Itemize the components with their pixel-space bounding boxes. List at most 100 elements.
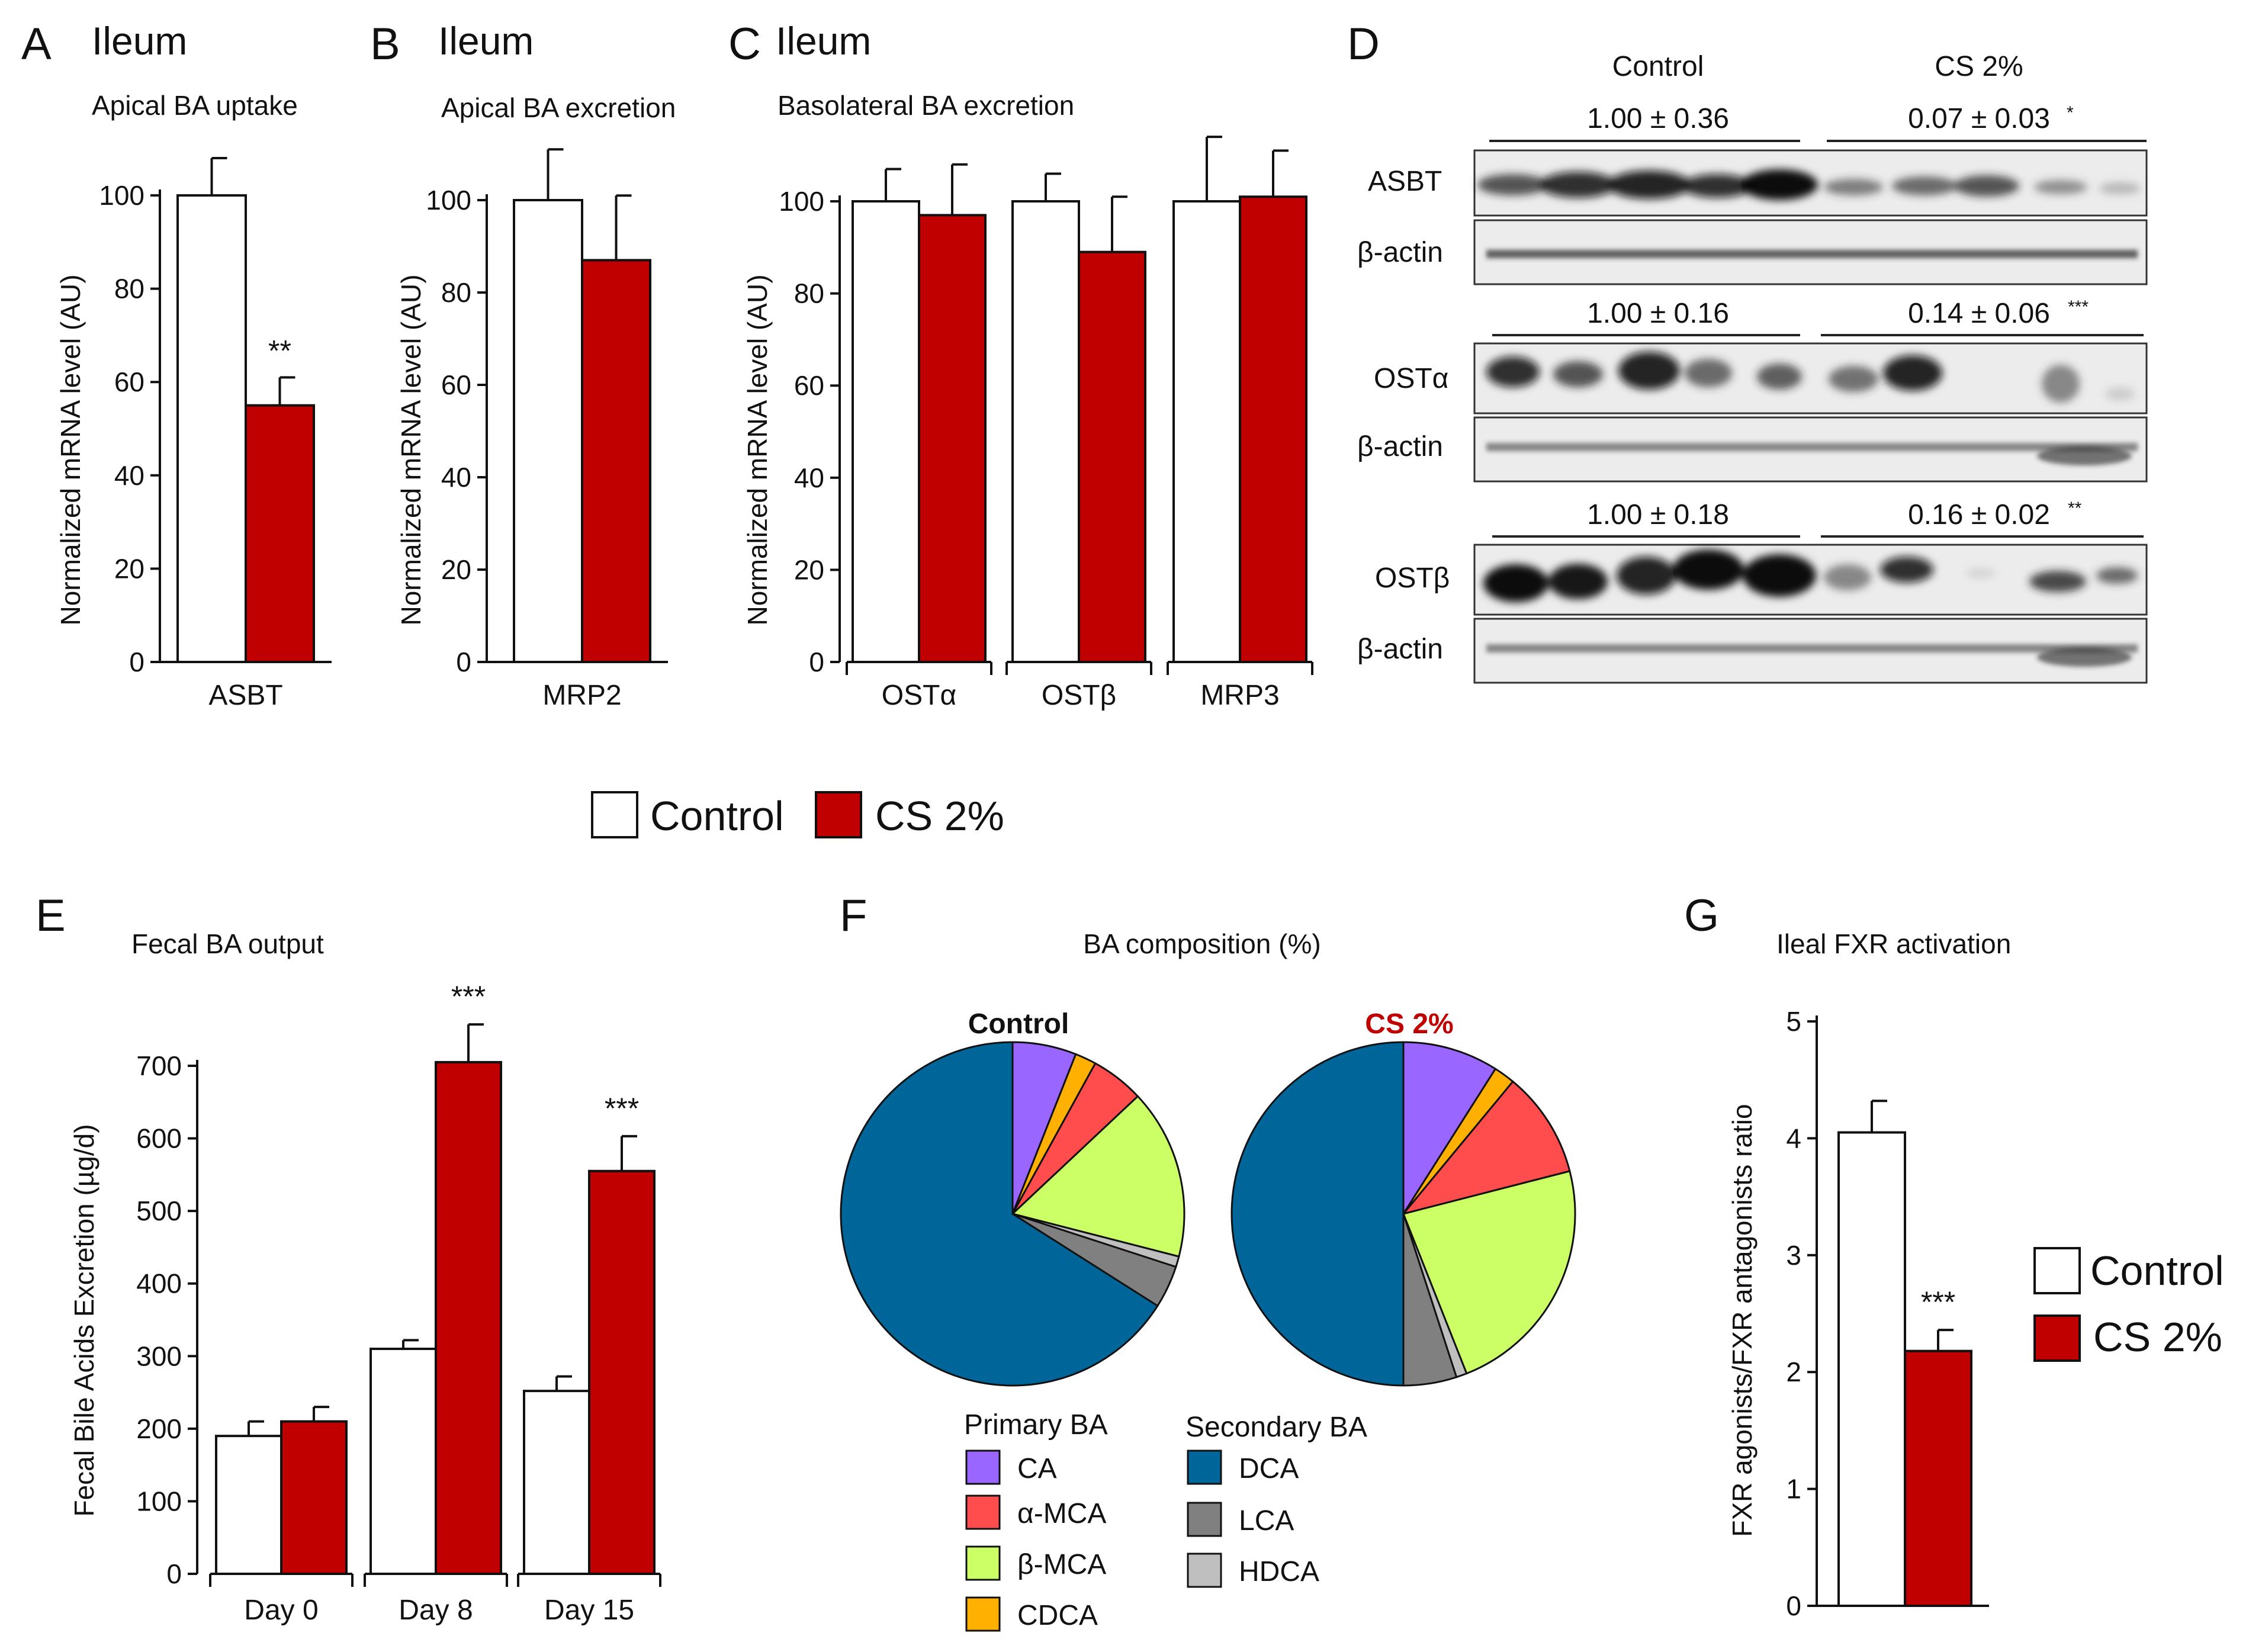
x-category-label: Day 15 — [544, 1595, 634, 1626]
legend-g-swatch-control — [2033, 1247, 2081, 1294]
blot-asbt: 1.00 ± 0.36 0.07 ± 0.03 * ASBT β-actin — [1357, 103, 2148, 285]
panel-c-letter: C — [728, 19, 761, 69]
blot-group-control: Control — [1612, 51, 1704, 82]
y-tick-label: 80 — [794, 278, 824, 309]
blot-osta-protein-label: OSTα — [1374, 363, 1448, 394]
blot-group-cs: CS 2% — [1935, 51, 2023, 82]
y-tick-label: 0 — [129, 647, 144, 677]
panel-a-tissue: Ileum — [92, 19, 187, 63]
blot-asbt-actin-label: β-actin — [1357, 237, 1443, 268]
legend-swatch-α-MCA — [965, 1494, 1001, 1530]
blot-ostb-protein-label: OSTβ — [1375, 563, 1450, 594]
pie-slice-DCA — [840, 1041, 1159, 1387]
bar-control — [215, 1435, 282, 1575]
panel-e-subtitle: Fecal BA output — [131, 928, 324, 959]
panel-g: G Ileal FXR activation FXR agonists/FXR … — [1684, 891, 2224, 1621]
x-category-label: OSTα — [882, 680, 956, 711]
pie-legend-primary-heading: Primary BA — [964, 1409, 1108, 1441]
panel-e-ylabel: Fecal Bile Acids Excretion (µg/d) — [69, 1124, 99, 1516]
legend-label-DCA: DCA — [1239, 1453, 1299, 1484]
legend-swatch-CDCA — [965, 1596, 1001, 1632]
y-tick-label: 0 — [809, 647, 824, 677]
blot-osta-membrane — [1473, 342, 2148, 414]
legend-label-CDCA: CDCA — [1017, 1600, 1098, 1631]
blot-osta: 1.00 ± 0.16 0.14 ± 0.06 *** OSTα β-actin — [1357, 297, 2148, 483]
y-tick-label: 100 — [779, 186, 824, 217]
x-category-label: ASBT — [208, 680, 282, 711]
legend-label-CA: CA — [1017, 1453, 1057, 1484]
x-category-label: Day 8 — [399, 1595, 473, 1626]
y-tick-label: 80 — [114, 274, 144, 304]
legend-label-HDCA: HDCA — [1239, 1556, 1319, 1587]
panel-f: F BA composition (%) Control CS 2% Prima… — [840, 891, 1576, 1632]
panel-g-letter: G — [1684, 891, 1719, 941]
y-tick-label: 1 — [1786, 1474, 1801, 1505]
pie-control-title: Control — [968, 1008, 1069, 1040]
blot-ostb-actin-membrane — [1473, 618, 2148, 684]
y-tick-label: 3 — [1786, 1240, 1801, 1271]
y-tick-label: 20 — [441, 554, 471, 585]
panel-c-ylabel: Normalized mRNA level (AU) — [742, 274, 773, 625]
y-tick-label: 80 — [441, 277, 471, 308]
y-tick-label: 100 — [136, 1486, 182, 1516]
bar-cs — [588, 1169, 656, 1575]
y-tick-label: 600 — [136, 1123, 182, 1154]
blot-ostb-sig: ** — [2068, 499, 2082, 518]
blot-ostb-actin-label: β-actin — [1357, 634, 1443, 665]
pie-legend: CA α-MCA β-MCA CDCA DCA LCA HDCA — [965, 1449, 1319, 1632]
y-tick-label: 5 — [1786, 1006, 1801, 1037]
y-tick-label: 4 — [1786, 1123, 1801, 1153]
y-tick-label: 60 — [794, 370, 824, 401]
blot-ostb-cs-value: 0.16 ± 0.02 — [1908, 499, 2050, 531]
panel-f-subtitle: BA composition (%) — [1083, 928, 1321, 959]
y-tick-label: 60 — [441, 369, 471, 400]
panel-b-tissue: Ileum — [438, 19, 534, 63]
panel-b-ylabel: Normalized mRNA level (AU) — [396, 274, 426, 625]
legend-g-swatch-cs — [2033, 1314, 2081, 1362]
panel-b: B Ileum Apical BA excretion Normalized m… — [370, 19, 676, 711]
panel-g-chart: 0 1 2 3 4 5 *** — [1786, 1006, 1989, 1621]
bar-control — [176, 194, 247, 663]
legend-swatch-HDCA — [1187, 1553, 1222, 1588]
blot-asbt-control-value: 1.00 ± 0.36 — [1587, 103, 1729, 134]
pie-cs-title: CS 2% — [1365, 1008, 1453, 1040]
y-tick-label: 100 — [99, 180, 144, 211]
y-tick-label: 40 — [794, 462, 824, 493]
y-tick-label: 0 — [1786, 1590, 1801, 1621]
panel-e-chart: 0 100 200 300 400 500 600 700 Day 0 *** Day 8 *** Da… — [136, 980, 661, 1626]
y-tick-label: 300 — [136, 1341, 182, 1371]
panel-c-chart: 0 20 40 60 80 100 OSTα OSTβ MRP3 — [779, 136, 1313, 711]
bar-cs — [1078, 250, 1146, 663]
significance-mark: *** — [1921, 1285, 1955, 1319]
panel-f-letter: F — [840, 891, 867, 941]
y-tick-label: 0 — [456, 647, 471, 677]
panel-b-chart: 0 20 40 60 80 100 MRP2 — [426, 148, 668, 711]
panel-c-tissue: Ileum — [776, 19, 871, 63]
panel-e: E Fecal BA output Fecal Bile Acids Excre… — [36, 891, 661, 1626]
legend-g-label-cs: CS 2% — [2093, 1314, 2222, 1360]
blot-osta-actin-membrane — [1473, 416, 2148, 483]
x-category-label: Day 0 — [244, 1595, 318, 1626]
legend-label-LCA: LCA — [1239, 1505, 1294, 1537]
bar-cs — [918, 214, 987, 663]
y-tick-label: 0 — [166, 1558, 182, 1589]
y-tick-label: 200 — [136, 1413, 182, 1444]
blot-ostb: 1.00 ± 0.18 0.16 ± 0.02 ** OSTβ β-actin — [1357, 499, 2148, 684]
legend-swatch-LCA — [1187, 1502, 1222, 1537]
y-tick-label: 40 — [441, 462, 471, 493]
legend-swatch-control — [591, 791, 638, 838]
blot-asbt-cs-value: 0.07 ± 0.03 — [1908, 103, 2050, 134]
y-tick-label: 20 — [794, 554, 824, 585]
pie-slice-β-MCA — [1010, 1095, 1185, 1258]
panel-g-subtitle: Ileal FXR activation — [1776, 928, 2011, 959]
y-tick-label: 40 — [114, 460, 144, 491]
pie-slice-DCA — [1230, 1041, 1405, 1387]
panel-b-subtitle: Apical BA excretion — [441, 92, 676, 123]
legend-swatch-DCA — [1187, 1449, 1222, 1485]
bar-cs — [581, 259, 651, 663]
significance-mark: *** — [451, 980, 486, 1013]
y-tick-label: 400 — [136, 1268, 182, 1299]
y-tick-label: 60 — [114, 367, 144, 397]
significance-mark: *** — [605, 1092, 639, 1125]
pie-cs — [1230, 1041, 1576, 1387]
